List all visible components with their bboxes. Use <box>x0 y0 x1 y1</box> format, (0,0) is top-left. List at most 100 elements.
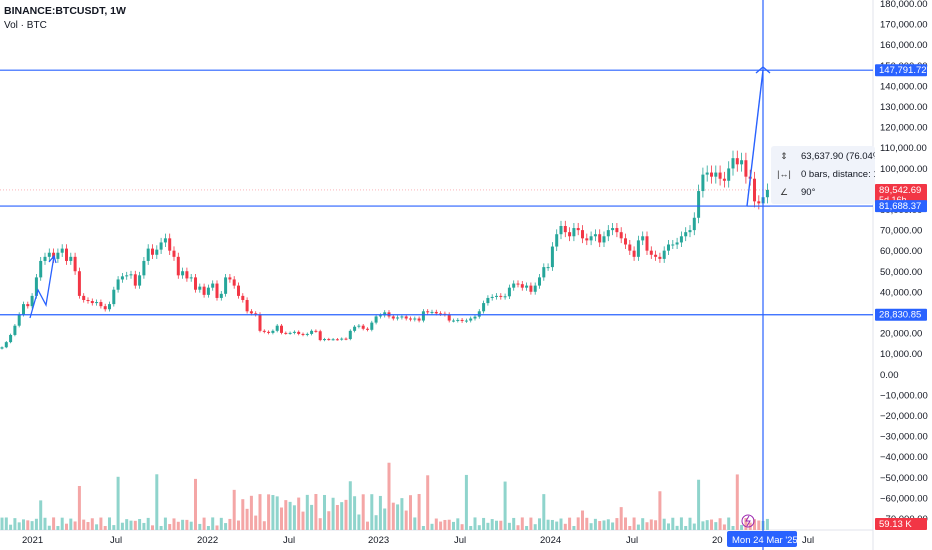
price-label-tag <box>875 518 927 530</box>
volume-bar <box>202 517 206 530</box>
volume-bar <box>43 517 47 530</box>
volume-bar <box>572 526 576 530</box>
candle-body <box>727 168 731 181</box>
volume-bar <box>292 505 296 530</box>
volume-bar <box>710 519 713 530</box>
measure-angle-row: ∠ 90° <box>771 184 815 200</box>
volume-bar <box>206 526 210 530</box>
symbol-title[interactable]: BINANCE:BTCUSDT, 1W <box>4 5 126 17</box>
candle-body <box>464 320 468 322</box>
volume-bar <box>318 518 322 530</box>
candle-body <box>112 289 116 305</box>
volume-indicator-label[interactable]: Vol · BTC <box>4 20 47 31</box>
price-label-text: 81,688.37 <box>879 201 921 212</box>
price-tick-label: 100,000.00 <box>880 164 928 175</box>
volume-bar <box>456 518 460 530</box>
candle-body <box>292 331 296 333</box>
volume-bar <box>262 521 266 530</box>
volume-bar <box>546 519 550 530</box>
volume-bar <box>606 519 610 530</box>
volume-bar <box>757 520 761 530</box>
volume-bar <box>155 474 159 530</box>
volume-bar <box>215 525 219 530</box>
volume-bar <box>529 517 533 530</box>
candle-body <box>374 316 378 323</box>
candle-body <box>340 338 344 340</box>
volume-bar <box>142 522 146 530</box>
volume-bar <box>22 519 25 530</box>
candle-body <box>688 230 692 233</box>
volume-bar <box>69 518 73 530</box>
volume-bar <box>120 522 124 530</box>
volume-bar <box>499 520 503 530</box>
candle-body <box>765 189 769 198</box>
candle-body <box>697 191 701 218</box>
candle-body <box>667 244 670 251</box>
volume-bar <box>701 521 705 530</box>
volume-bar <box>249 495 253 530</box>
candle-body <box>499 295 503 297</box>
volume-bar <box>99 517 103 530</box>
price-axis-bg[interactable] <box>873 0 932 550</box>
volume-bar <box>254 515 258 530</box>
price-tick-label: −50,000.00 <box>880 473 928 484</box>
candle-body <box>181 271 185 276</box>
time-tick-label: Jul <box>110 535 122 546</box>
volume-bar <box>353 496 357 530</box>
candle-body <box>593 234 597 237</box>
candle-body <box>34 277 38 296</box>
volume-bar <box>684 525 688 530</box>
candle-body <box>17 314 21 326</box>
candle-body <box>572 228 576 237</box>
price-tick-label: 180,000.00 <box>880 0 928 10</box>
volume-bar <box>520 517 524 530</box>
volume-bar <box>219 517 223 530</box>
volume-bar <box>176 521 180 530</box>
candle-body <box>370 322 374 330</box>
volume-bar <box>391 502 395 530</box>
candle-body <box>22 304 25 315</box>
time-tick-label: 2024 <box>540 535 561 546</box>
candle-body <box>383 312 387 316</box>
volume-bar <box>194 478 197 530</box>
measure-arrowhead <box>755 66 771 74</box>
volume-bar <box>516 525 520 530</box>
candle-body <box>456 319 460 321</box>
volume-bar <box>73 521 77 530</box>
price-tick-label: 20,000.00 <box>880 329 922 340</box>
candle-body <box>168 238 172 251</box>
volume-bar <box>241 499 245 530</box>
volume-bar <box>649 519 653 530</box>
candle-body <box>202 286 206 295</box>
volume-bar <box>305 494 309 530</box>
candle-body <box>4 342 8 348</box>
volume-bar <box>378 495 382 530</box>
candle-body <box>503 296 507 298</box>
candle-body <box>718 172 722 179</box>
candle-body <box>198 286 202 290</box>
volume-bar <box>542 494 546 530</box>
candle-body <box>301 333 305 335</box>
measure-bars-text: 0 bars, distance: 1 <box>801 168 875 180</box>
candle-body <box>576 228 580 231</box>
volume-bar <box>357 514 361 530</box>
candle-body <box>662 250 666 259</box>
volume-bar <box>108 517 111 530</box>
measure-angle-text: 90° <box>801 186 816 198</box>
candle-body <box>172 250 176 257</box>
candle-body <box>9 334 13 343</box>
volume-bar <box>26 520 30 530</box>
measure-bars-row: |↔| 0 bars, distance: 1 <box>771 166 875 182</box>
bars-distance-icon: |↔| <box>777 169 791 179</box>
trend-arrowhead <box>48 254 57 264</box>
volume-bar <box>327 511 331 530</box>
volume-bar <box>112 525 116 530</box>
volume-bar <box>301 511 305 530</box>
lightning-icon[interactable] <box>741 514 755 528</box>
candle-body <box>413 318 417 320</box>
price-label-text: 28,830.85 <box>879 310 921 321</box>
candle-body <box>512 283 516 288</box>
candle-body <box>598 234 602 243</box>
candle-body <box>194 277 197 290</box>
